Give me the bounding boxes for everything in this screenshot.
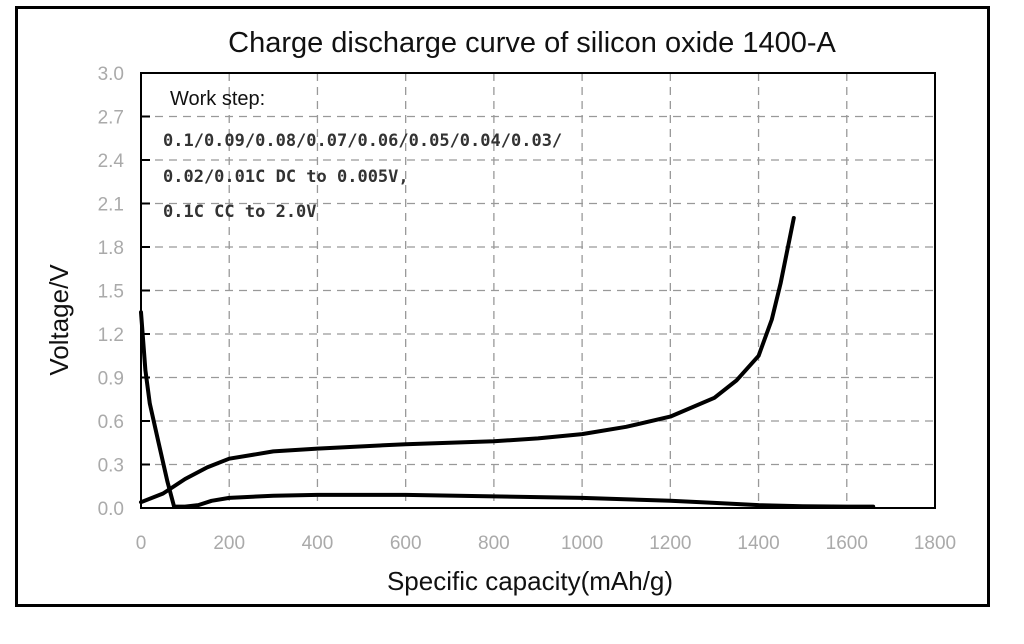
y-tick-label: 3.0 [98, 64, 124, 85]
x-tick-label: 1400 [737, 533, 779, 554]
x-tick-label: 1200 [649, 533, 691, 554]
y-tick-label: 2.1 [98, 195, 124, 216]
x-tick-label: 200 [213, 533, 245, 554]
x-tick-label: 600 [390, 533, 422, 554]
x-tick-label: 800 [478, 533, 510, 554]
x-tick-label: 1800 [914, 533, 956, 554]
x-tick-label: 1600 [826, 533, 868, 554]
annotation-line-2: 0.02/0.01C DC to 0.005V, [163, 167, 409, 187]
annotation-heading: Work step: [170, 88, 265, 110]
x-tick-label: 400 [302, 533, 334, 554]
y-tick-label: 2.4 [98, 151, 125, 172]
x-axis-label: Specific capacity(mAh/g) [387, 566, 673, 596]
chart-title: Charge discharge curve of silicon oxide … [228, 27, 836, 59]
x-tick-label: 1000 [561, 533, 603, 554]
y-tick-label: 1.8 [98, 238, 124, 259]
y-tick-label: 2.7 [98, 108, 124, 129]
plot-area [140, 72, 936, 509]
y-tick-label: 0.9 [98, 369, 124, 390]
y-tick-label: 0.6 [98, 412, 124, 433]
x-tick-label: 0 [136, 533, 147, 554]
y-axis-label: Voltage/V [44, 264, 74, 376]
y-tick-label: 0.3 [98, 456, 124, 477]
discharge-curve [139, 310, 876, 509]
chart-border [15, 6, 990, 607]
charge-curve [139, 216, 796, 505]
y-tick-label: 1.5 [98, 282, 124, 303]
annotation-line-3: 0.1C CC to 2.0V [163, 202, 317, 222]
y-tick-label: 1.2 [98, 325, 124, 346]
y-tick-label: 0.0 [98, 499, 124, 520]
annotation-line-1: 0.1/0.09/0.08/0.07/0.06/0.05/0.04/0.03/ [163, 131, 562, 151]
